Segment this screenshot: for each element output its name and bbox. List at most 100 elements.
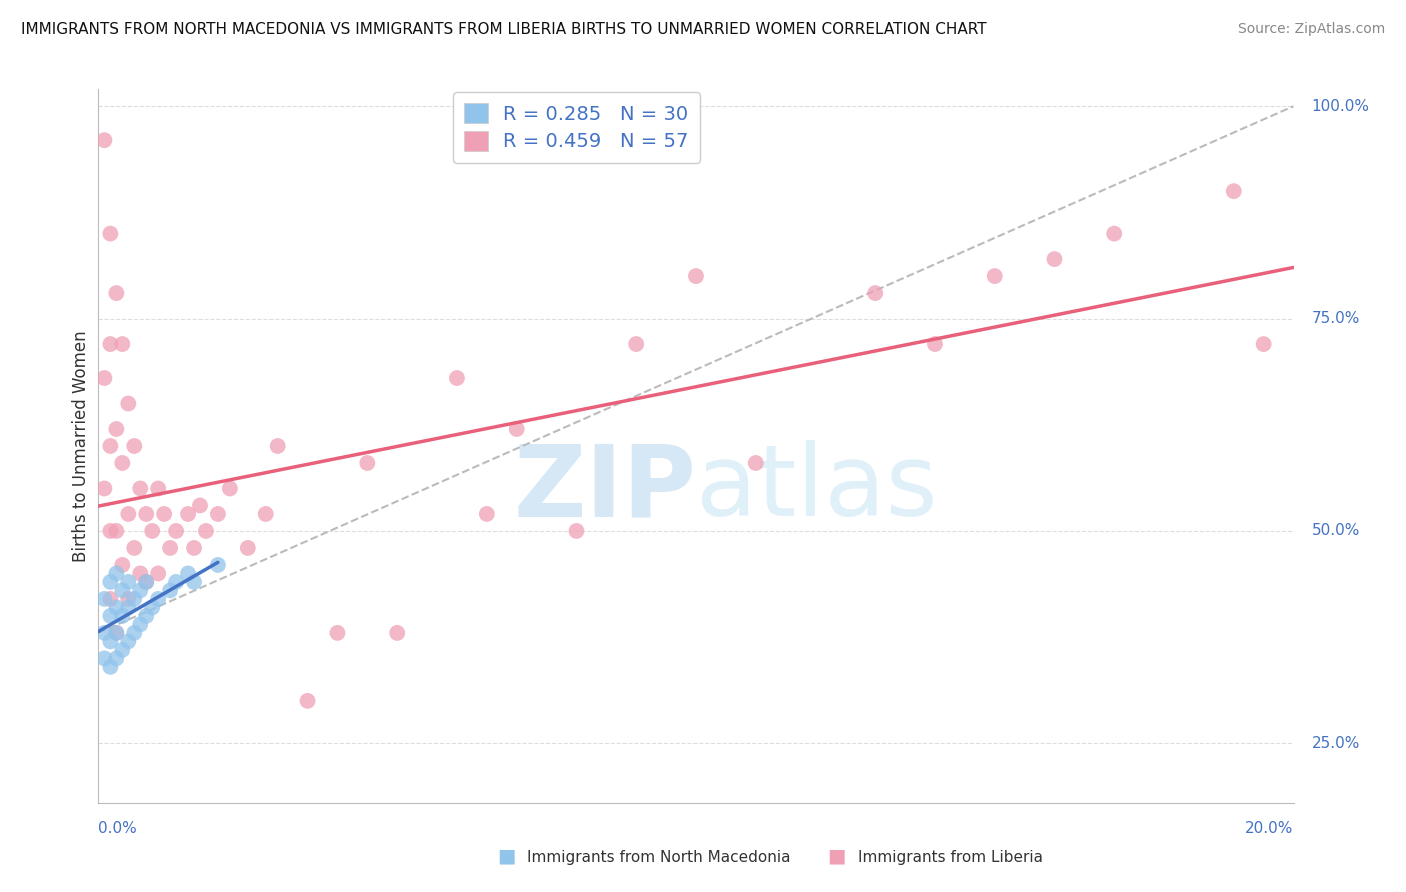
- Text: 20.0%: 20.0%: [1246, 822, 1294, 837]
- Point: [148, 482, 170, 496]
- Point: [98, 660, 122, 674]
- Point: [105, 422, 128, 436]
- Legend: R = 0.285   N = 30, R = 0.459   N = 57: R = 0.285 N = 30, R = 0.459 N = 57: [453, 92, 700, 163]
- Point: [194, 524, 218, 538]
- Point: [685, 269, 707, 284]
- Point: [117, 507, 139, 521]
- Point: [297, 694, 319, 708]
- Point: [98, 608, 122, 623]
- Point: [236, 541, 259, 555]
- Text: 100.0%: 100.0%: [1312, 99, 1369, 113]
- Point: [177, 507, 200, 521]
- Point: [148, 591, 170, 606]
- Point: [446, 371, 468, 385]
- Point: [745, 456, 768, 470]
- Point: [924, 337, 946, 351]
- Point: [1043, 252, 1066, 266]
- Point: [135, 608, 157, 623]
- Point: [105, 286, 128, 301]
- Point: [93, 482, 115, 496]
- Point: [165, 524, 187, 538]
- Point: [254, 507, 277, 521]
- Point: [98, 524, 122, 538]
- Point: [475, 507, 498, 521]
- Point: [565, 524, 588, 538]
- Text: 75.0%: 75.0%: [1312, 311, 1360, 326]
- Point: [124, 591, 146, 606]
- Point: [385, 626, 409, 640]
- Point: [141, 600, 163, 615]
- Point: [1104, 227, 1126, 241]
- Point: [124, 541, 146, 555]
- Point: [117, 574, 139, 589]
- Text: IMMIGRANTS FROM NORTH MACEDONIA VS IMMIGRANTS FROM LIBERIA BIRTHS TO UNMARRIED W: IMMIGRANTS FROM NORTH MACEDONIA VS IMMIG…: [21, 22, 987, 37]
- Point: [93, 133, 115, 147]
- Point: [135, 507, 157, 521]
- Point: [93, 371, 115, 385]
- Point: [207, 558, 229, 572]
- Point: [506, 422, 529, 436]
- Point: [111, 456, 134, 470]
- Point: [326, 626, 349, 640]
- Point: [1223, 184, 1246, 198]
- Point: [267, 439, 290, 453]
- Point: [105, 651, 128, 665]
- Point: [105, 524, 128, 538]
- Point: [98, 439, 122, 453]
- Y-axis label: Births to Unmarried Women: Births to Unmarried Women: [72, 330, 90, 562]
- Point: [183, 541, 205, 555]
- Point: [98, 591, 122, 606]
- Point: [105, 626, 128, 640]
- Point: [117, 591, 139, 606]
- Point: [129, 482, 152, 496]
- Point: [93, 626, 115, 640]
- Point: [153, 507, 176, 521]
- Point: [93, 651, 115, 665]
- Point: [117, 634, 139, 648]
- Text: 0.0%: 0.0%: [98, 822, 138, 837]
- Point: [135, 574, 157, 589]
- Point: [865, 286, 887, 301]
- Point: [111, 558, 134, 572]
- Point: [983, 269, 1005, 284]
- Point: [98, 227, 122, 241]
- Point: [165, 574, 187, 589]
- Point: [159, 541, 181, 555]
- Point: [93, 591, 115, 606]
- Point: [356, 456, 378, 470]
- Point: [124, 439, 146, 453]
- Point: [207, 507, 229, 521]
- Point: [183, 574, 205, 589]
- Point: [129, 583, 152, 598]
- Point: [124, 626, 146, 640]
- Point: [148, 566, 170, 581]
- Point: [111, 643, 134, 657]
- Point: [98, 634, 122, 648]
- Point: [111, 583, 134, 598]
- Point: [98, 337, 122, 351]
- Text: Source: ZipAtlas.com: Source: ZipAtlas.com: [1237, 22, 1385, 37]
- Point: [105, 600, 128, 615]
- Text: ■: ■: [496, 847, 516, 865]
- Text: 50.0%: 50.0%: [1312, 524, 1360, 539]
- Point: [159, 583, 181, 598]
- Point: [105, 566, 128, 581]
- Point: [98, 574, 122, 589]
- Point: [177, 566, 200, 581]
- Text: 25.0%: 25.0%: [1312, 736, 1360, 751]
- Point: [129, 617, 152, 632]
- Point: [141, 524, 163, 538]
- Text: ZIP: ZIP: [513, 441, 696, 537]
- Point: [111, 337, 134, 351]
- Point: [219, 482, 242, 496]
- Point: [111, 608, 134, 623]
- Text: Immigrants from Liberia: Immigrants from Liberia: [858, 850, 1043, 865]
- Point: [188, 499, 211, 513]
- Text: ■: ■: [827, 847, 846, 865]
- Point: [135, 574, 157, 589]
- Point: [1253, 337, 1275, 351]
- Point: [117, 396, 139, 410]
- Text: atlas: atlas: [696, 441, 938, 537]
- Point: [129, 566, 152, 581]
- Point: [117, 600, 139, 615]
